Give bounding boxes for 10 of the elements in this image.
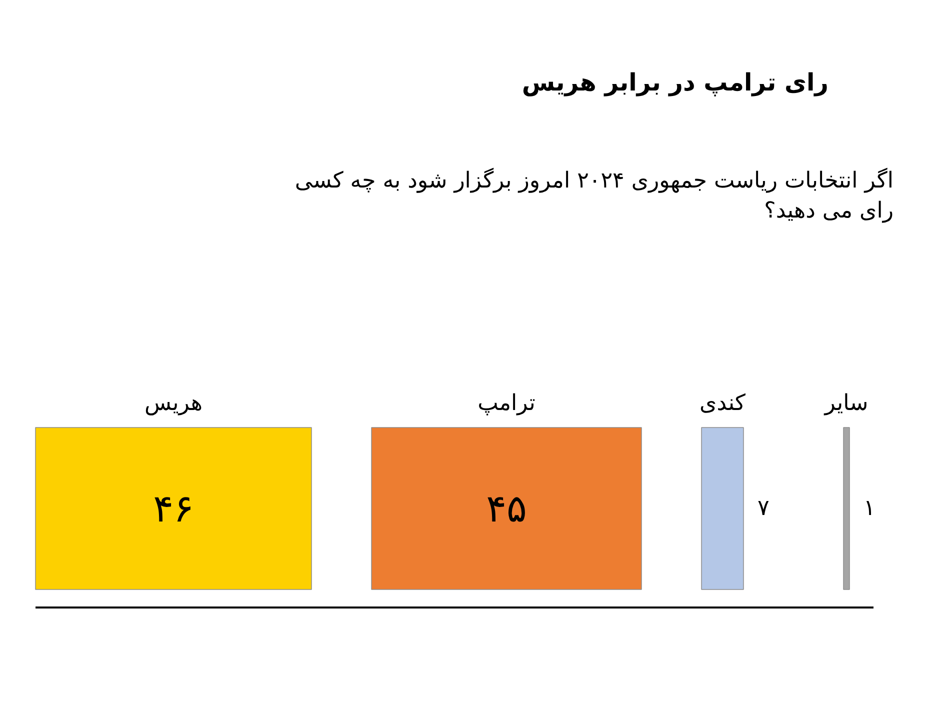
category-label: هریس — [144, 391, 202, 416]
data-label: ۱ — [864, 496, 876, 521]
category-label: سایر — [824, 391, 868, 416]
category-label: ترامپ — [478, 391, 536, 416]
data-label: ۷ — [758, 496, 770, 521]
data-label: ۴۵ — [486, 486, 527, 530]
text: اگر انتخابات ریاست جمهوری ۲۰۲۴ امروز برگزار شود به چه کسی رای می دهید؟ — [294, 168, 894, 224]
data-label: ۴۶ — [153, 486, 194, 530]
category-label: کندی — [700, 391, 746, 416]
text: رای ترامپ در برابر هریس — [522, 68, 829, 96]
